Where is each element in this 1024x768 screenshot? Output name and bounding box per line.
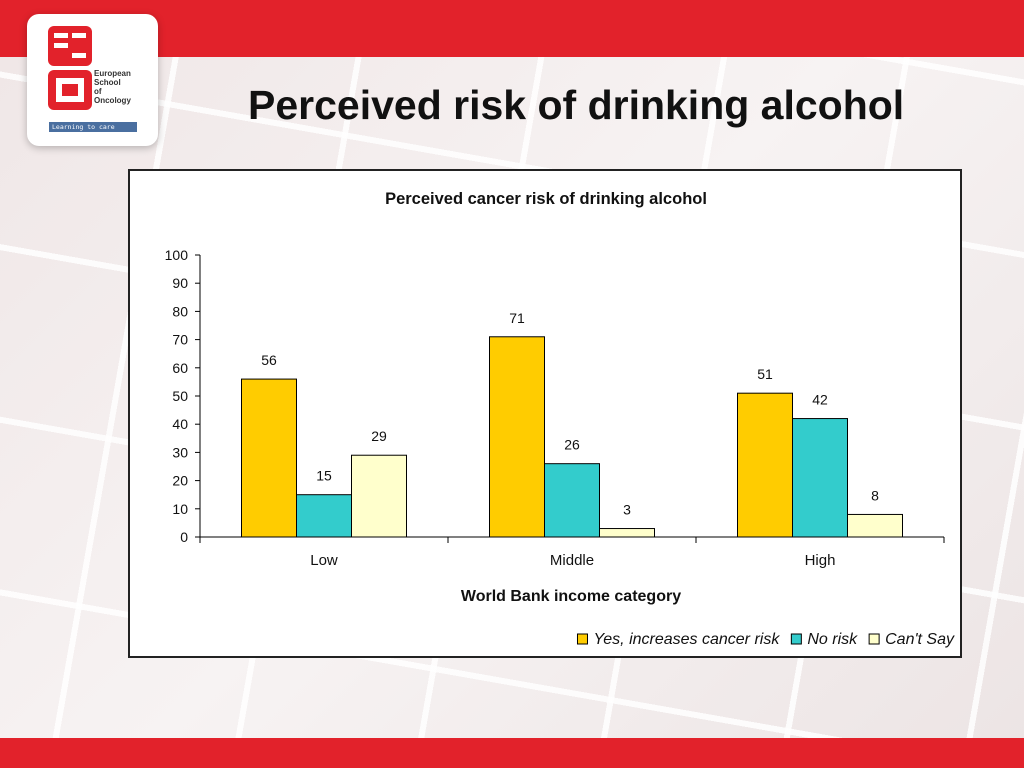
chart-frame: Perceived cancer risk of drinking alcoho… <box>128 169 962 658</box>
bar <box>792 418 848 538</box>
bar <box>296 494 352 538</box>
y-tick-label: 30 <box>172 444 188 460</box>
data-label: 56 <box>261 352 277 368</box>
legend-item: Can't Say <box>868 631 955 648</box>
legend-item: Yes, increases cancer risk <box>576 631 780 648</box>
legend-label: No risk <box>807 631 858 648</box>
legend-swatch <box>790 633 802 645</box>
x-tick-label: Middle <box>550 552 594 569</box>
data-label: 29 <box>371 428 387 444</box>
bar <box>847 513 903 538</box>
data-label: 51 <box>757 366 773 382</box>
eso-logo: European School of Oncology Learning to … <box>27 14 158 146</box>
y-tick-label: 10 <box>172 501 188 517</box>
bar <box>737 392 793 538</box>
bar <box>544 463 600 538</box>
x-tick-label: High <box>805 552 836 569</box>
bottom-banner <box>0 738 1024 768</box>
bar <box>351 454 407 538</box>
bars: 56 15 29 71 26 3 51 42 8 <box>241 310 903 538</box>
x-tick-label: Low <box>310 552 338 569</box>
x-axis-title: World Bank income category <box>461 588 681 605</box>
bar-chart: Perceived cancer risk of drinking alcoho… <box>165 190 955 648</box>
data-label: 8 <box>871 487 879 503</box>
data-label: 3 <box>623 502 631 518</box>
slide-title: Perceived risk of drinking alcohol <box>248 82 905 128</box>
bar <box>241 378 297 538</box>
y-tick-label: 0 <box>180 529 188 545</box>
top-banner <box>0 0 1024 57</box>
legend: Yes, increases cancer risk No risk Can't S… <box>576 631 955 648</box>
y-tick-label: 50 <box>172 388 188 404</box>
legend-item: No risk <box>790 631 858 648</box>
logo-name: European School of Oncology <box>94 69 131 105</box>
y-tick-label: 60 <box>172 360 188 376</box>
data-label: 42 <box>812 392 828 408</box>
y-axis: 0 10 20 30 40 50 60 70 80 90 100 <box>165 247 201 545</box>
legend-swatch <box>576 633 588 645</box>
logo-tagline: Learning to care <box>49 122 137 132</box>
y-tick-label: 80 <box>172 303 188 319</box>
y-tick-label: 90 <box>172 275 188 291</box>
y-tick-label: 70 <box>172 332 188 348</box>
eso-logo-mark <box>48 26 92 110</box>
data-label: 71 <box>509 310 525 326</box>
y-tick-label: 20 <box>172 473 188 489</box>
legend-swatch <box>868 633 880 645</box>
x-axis: Low Middle High <box>199 536 945 569</box>
legend-label: Can't Say <box>885 631 955 648</box>
data-label: 26 <box>564 437 580 453</box>
y-tick-label: 100 <box>165 247 189 263</box>
legend-label: Yes, increases cancer risk <box>593 631 780 648</box>
data-label: 15 <box>316 468 332 484</box>
chart-title: Perceived cancer risk of drinking alcoho… <box>385 190 707 208</box>
bar <box>599 528 655 538</box>
bar <box>489 336 545 538</box>
y-tick-label: 40 <box>172 416 188 432</box>
